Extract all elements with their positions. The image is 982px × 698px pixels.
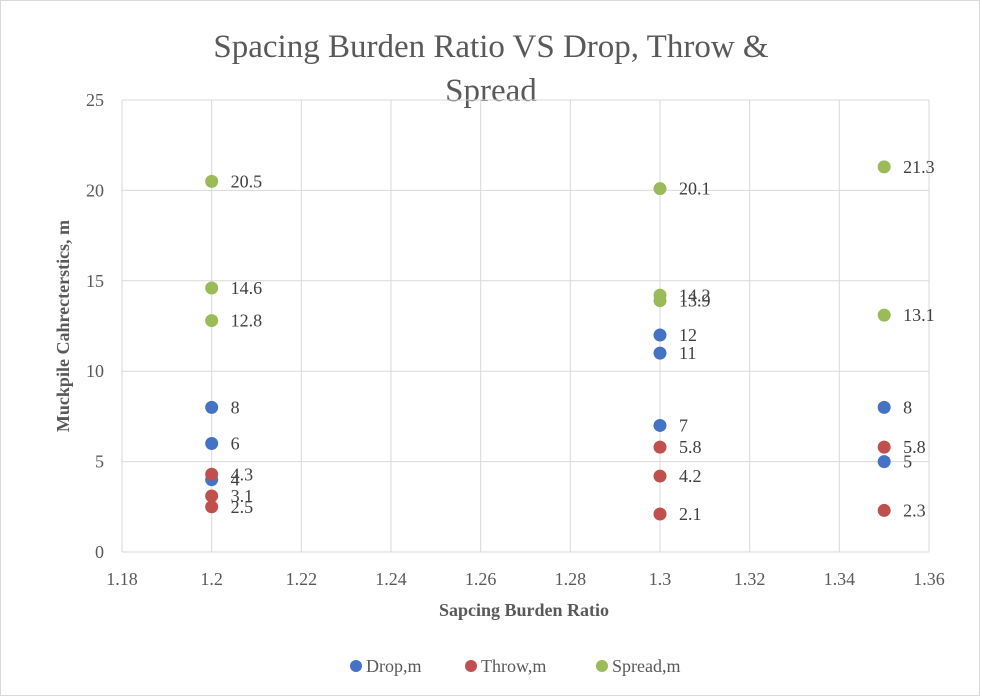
y-tick-label: 0 — [95, 542, 104, 562]
spread-m-data-label: 20.1 — [679, 179, 711, 199]
throw-m-data-label: 4.3 — [231, 464, 254, 484]
y-tick-label: 15 — [86, 271, 104, 291]
throw-m-point — [877, 440, 891, 454]
drop-m-data-label: 8 — [903, 397, 912, 417]
x-tick-label: 1.3 — [649, 569, 672, 589]
drop-m-data-label: 7 — [679, 415, 688, 435]
x-tick-label: 1.2 — [200, 569, 223, 589]
legend-marker-throw-m — [465, 660, 477, 672]
drop-m-data-label: 6 — [231, 434, 240, 454]
x-tick-label: 1.22 — [286, 569, 318, 589]
throw-m-point — [205, 500, 219, 514]
drop-m-point — [653, 328, 667, 342]
x-tick-label: 1.34 — [824, 569, 856, 589]
x-tick-label: 1.24 — [375, 569, 407, 589]
drop-m-data-label: 4 — [231, 470, 240, 490]
y-tick-label: 10 — [86, 361, 104, 381]
x-tick-label: 1.18 — [106, 569, 138, 589]
legend-marker-spread-m — [596, 660, 608, 672]
x-tick-label: 1.26 — [465, 569, 497, 589]
drop-m-point — [205, 437, 219, 451]
spread-m-data-label: 12.8 — [231, 311, 263, 331]
throw-m-point — [653, 440, 667, 454]
legend-label-throw-m: Throw,m — [481, 656, 546, 676]
spread-m-data-label: 14.2 — [679, 285, 711, 305]
spread-m-data-label: 21.3 — [903, 157, 935, 177]
x-tick-label: 1.28 — [555, 569, 587, 589]
y-axis-ticks: 0 5 10 15 20 25 — [86, 90, 104, 562]
drop-m-point — [877, 455, 891, 469]
legend: Drop,m Throw,m Spread,m — [350, 656, 680, 676]
y-tick-label: 20 — [86, 180, 104, 200]
drop-m-point — [205, 400, 219, 414]
x-tick-label: 1.32 — [734, 569, 766, 589]
spread-m-data-label: 20.5 — [231, 171, 263, 191]
spread-m-data-label: 13.1 — [903, 305, 935, 325]
spread-m-point — [205, 174, 219, 188]
legend-marker-drop-m — [350, 660, 362, 672]
x-axis-ticks: 1.18 1.2 1.22 1.24 1.26 1.28 1.3 1.32 1.34 1.36 — [106, 569, 945, 589]
legend-label-drop-m: Drop,m — [366, 656, 422, 676]
drop-m-point — [877, 400, 891, 414]
throw-m-data-label: 2.5 — [231, 497, 254, 517]
throw-m-data-label: 4.2 — [679, 466, 702, 486]
y-tick-label: 5 — [95, 452, 104, 472]
spread-m-point — [205, 281, 219, 295]
x-tick-label: 1.36 — [913, 569, 945, 589]
legend-label-spread-m: Spread,m — [612, 656, 680, 676]
throw-m-data-label: 5.8 — [679, 437, 702, 457]
data-points — [205, 160, 891, 521]
drop-m-data-label: 12 — [679, 325, 697, 345]
throw-m-point — [877, 503, 891, 517]
y-axis-label: Muckpile Cahrecterstics, m — [53, 220, 73, 432]
spread-m-point — [205, 314, 219, 328]
throw-m-point — [653, 507, 667, 521]
spread-m-data-label: 14.6 — [231, 278, 263, 298]
spread-m-point — [653, 294, 667, 308]
throw-m-point — [205, 467, 219, 481]
throw-m-data-label: 2.3 — [903, 500, 926, 520]
throw-m-data-label: 5.8 — [903, 437, 926, 457]
chart-title-line-2: Spread — [445, 73, 537, 109]
drop-m-data-label: 8 — [231, 397, 240, 417]
throw-m-data-label: 2.1 — [679, 504, 702, 524]
throw-m-point — [653, 469, 667, 483]
spread-m-point — [877, 308, 891, 322]
drop-m-data-label: 11 — [679, 343, 696, 363]
drop-m-point — [653, 418, 667, 432]
x-axis-label: Sapcing Burden Ratio — [439, 600, 609, 620]
y-tick-label: 25 — [86, 90, 104, 110]
spread-m-point — [653, 182, 667, 196]
throw-m-point — [205, 489, 219, 503]
chart-title-line-1: Spacing Burden Ratio VS Drop, Throw & — [213, 29, 768, 65]
drop-m-point — [653, 346, 667, 360]
drop-m-data-label: 5 — [903, 452, 912, 472]
spread-m-data-label: 13.9 — [679, 291, 711, 311]
spread-m-point — [877, 160, 891, 174]
throw-m-data-label: 3.1 — [231, 486, 254, 506]
